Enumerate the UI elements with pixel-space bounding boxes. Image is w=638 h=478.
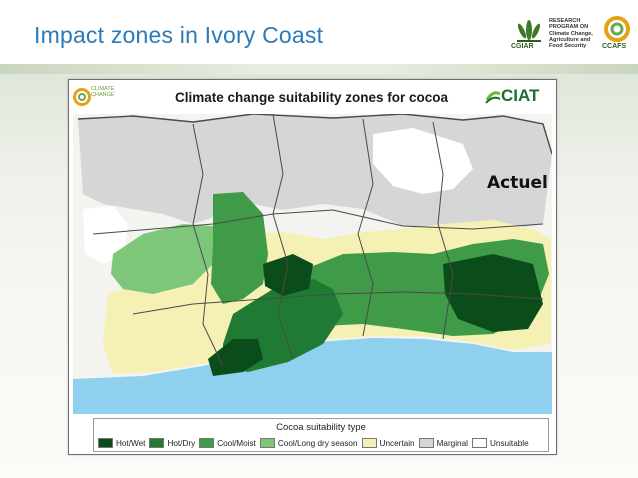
ciat-swoosh-icon — [485, 91, 501, 104]
hot-wet-east — [443, 254, 543, 332]
map-canvas: Actuel km 0 25 50 — [73, 114, 552, 414]
unsuitable-west — [83, 206, 128, 264]
legend-item-marginal: Marginal — [418, 438, 468, 448]
map-header: CLIMATE CHANGE Climate change suitabilit… — [69, 80, 556, 114]
ccafs-logo-icon — [604, 16, 630, 42]
suitability-map — [73, 114, 552, 414]
map-title: Climate change suitability zones for coc… — [175, 90, 449, 105]
legend-swatch-cool-long-dry — [259, 438, 275, 448]
legend-title: Cocoa suitability type — [276, 422, 366, 433]
legend-item-cool-long-dry: Cool/Long dry season — [259, 438, 358, 448]
legend-item-hot-dry: Hot/Dry — [149, 438, 195, 448]
hot-wet-coast — [208, 339, 263, 376]
cgiar-logo-icon — [517, 20, 541, 42]
cgiar-label: CGIAR — [511, 43, 534, 50]
ciat-logo: CIAT — [501, 86, 540, 105]
legend-item-cool-moist: Cool/Moist — [199, 438, 256, 448]
legend-item-hot-wet: Hot/Wet — [98, 438, 145, 448]
legend-swatch-cool-moist — [199, 438, 215, 448]
legend-item-uncertain: Uncertain — [361, 438, 415, 448]
hot-wet-west — [263, 254, 313, 296]
legend-swatch-marginal — [418, 438, 434, 448]
legend-item-unsuitable: Unsuitable — [471, 438, 529, 448]
slide-header-band — [0, 64, 638, 74]
legend-swatch-uncertain — [361, 438, 377, 448]
slide-title: Impact zones in Ivory Coast — [34, 22, 324, 48]
unsuitable-north — [373, 128, 473, 194]
cool-moist-zone — [211, 192, 268, 304]
admin-boundaries — [77, 114, 552, 367]
map-legend: Cocoa suitability type Hot/Wet Hot/Dry C… — [93, 418, 549, 452]
climate-change-logo-icon — [73, 88, 91, 106]
legend-items: Hot/Wet Hot/Dry Cool/Moist Cool/Long dry… — [98, 437, 548, 449]
ccafs-label: CCAFS — [602, 43, 627, 50]
header-logos: CGIAR RESEARCH PROGRAM ON Climate Change… — [505, 14, 633, 60]
climate-change-logo-text: CLIMATE CHANGE — [91, 86, 115, 98]
ccafs-program-text: RESEARCH PROGRAM ON Climate Change, Agri… — [549, 18, 593, 50]
ocean — [73, 338, 552, 414]
map-figure: CLIMATE CHANGE Climate change suitabilit… — [68, 79, 557, 455]
cool-long-dry-zone — [111, 224, 213, 294]
legend-swatch-hot-wet — [98, 438, 113, 448]
legend-swatch-hot-dry — [149, 438, 165, 448]
period-label: Actuel — [487, 173, 548, 193]
legend-swatch-unsuitable — [471, 438, 487, 448]
